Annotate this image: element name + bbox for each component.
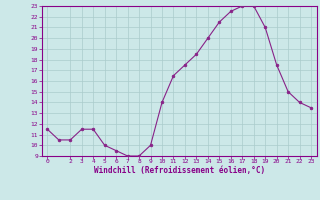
X-axis label: Windchill (Refroidissement éolien,°C): Windchill (Refroidissement éolien,°C) <box>94 166 265 175</box>
